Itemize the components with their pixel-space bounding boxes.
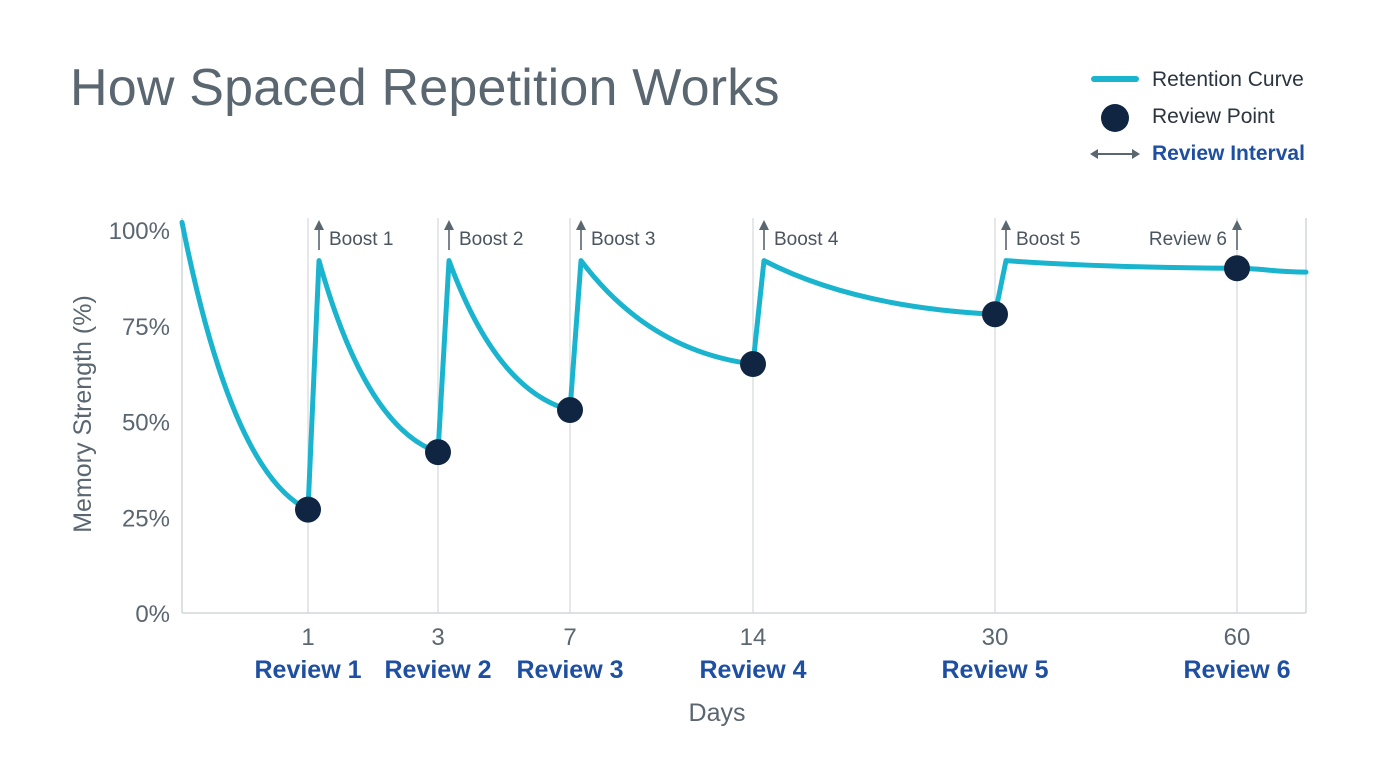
x-tick-label: 30	[982, 624, 1009, 651]
boost-arrow-head	[314, 220, 324, 230]
boost-arrow-head	[444, 220, 454, 230]
review-point	[295, 496, 321, 523]
review-point	[1224, 255, 1250, 282]
review-point	[982, 301, 1008, 328]
y-tick-label: 50%	[122, 410, 170, 437]
legend-review-point-label: Review Point	[1152, 105, 1275, 128]
review-label: Review 2	[384, 656, 491, 684]
x-tick-label: 7	[563, 624, 576, 651]
y-tick-label: 100%	[109, 218, 170, 245]
chart-title: How Spaced Repetition Works	[70, 59, 780, 117]
review-label: Review 4	[699, 656, 806, 684]
boost-label: Boost 5	[1016, 229, 1080, 250]
x-tick-label: 14	[740, 624, 767, 651]
review-point	[740, 351, 766, 378]
y-tick-label: 0%	[135, 601, 170, 628]
y-axis-title: Memory Strength (%)	[69, 295, 97, 533]
boost-label: Boost 2	[459, 229, 523, 250]
x-tick-label: 60	[1224, 624, 1251, 651]
boost-label: Boost 4	[774, 229, 839, 250]
review-point-swatch	[1101, 104, 1129, 132]
x-axis-title: Days	[689, 699, 746, 727]
review-point	[557, 397, 583, 424]
boost-arrow-head	[759, 220, 769, 230]
boost-arrow-head	[1232, 220, 1242, 230]
review-point	[425, 439, 451, 466]
boost-label: Boost 3	[591, 229, 655, 250]
boost-arrow-head	[576, 220, 586, 230]
legend-retention-curve-label: Retention Curve	[1152, 68, 1304, 91]
x-tick-label: 1	[301, 624, 314, 651]
retention-curve-swatch	[1091, 76, 1139, 82]
review-label: Review 6	[1183, 656, 1290, 684]
review-label: Review 1	[254, 656, 361, 684]
legend-review-interval-label: Review Interval	[1152, 142, 1305, 165]
boost-label: Review 6	[1149, 229, 1227, 250]
y-tick-label: 75%	[122, 314, 170, 341]
double-arrow-icon	[1090, 149, 1140, 159]
boost-arrow-head	[1001, 220, 1011, 230]
review-label: Review 5	[941, 656, 1048, 684]
boost-label: Boost 1	[329, 229, 393, 250]
x-tick-label: 3	[431, 624, 444, 651]
review-label: Review 3	[516, 656, 623, 684]
y-tick-label: 25%	[122, 505, 170, 532]
